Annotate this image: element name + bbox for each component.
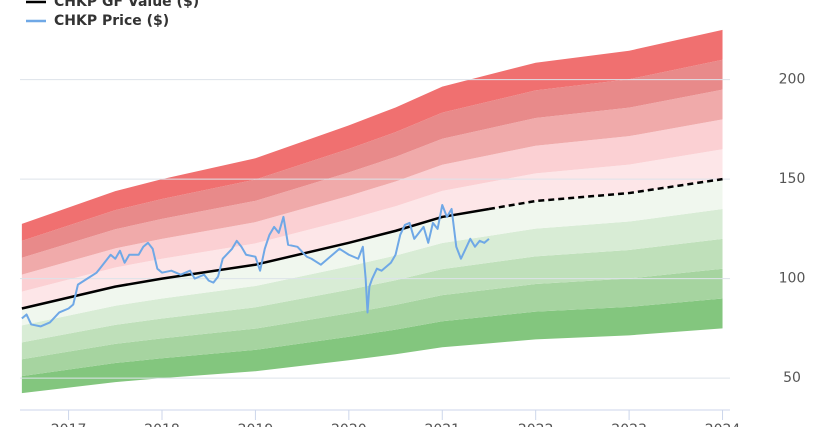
x-tick-label: 2021	[424, 422, 460, 427]
y-tick-label: 150	[779, 171, 806, 187]
gf-value-projection	[488, 177, 723, 211]
y-tick-label: 200	[779, 72, 806, 88]
x-tick-label: 2023	[611, 422, 647, 427]
value-band	[21, 208, 723, 343]
price-line	[21, 204, 490, 328]
y-tick-label: 50	[783, 370, 801, 386]
value-band	[21, 238, 723, 360]
x-tick-label: 2017	[51, 422, 87, 427]
legend-label: CHKP Price ($)	[54, 13, 169, 29]
value-band	[21, 119, 723, 292]
legend-label: CHKP GF Value ($)	[54, 0, 199, 10]
value-band	[21, 268, 723, 377]
value-band	[21, 149, 723, 309]
x-tick-label: 2020	[331, 422, 367, 427]
gf-value-line	[21, 207, 490, 310]
value-band	[21, 59, 723, 258]
x-tick-label: 2022	[518, 422, 554, 427]
value-band	[21, 179, 723, 326]
y-tick-label: 100	[779, 271, 806, 287]
x-tick-label: 2024	[705, 422, 741, 427]
x-tick-label: 2019	[238, 422, 274, 427]
value-band	[21, 29, 723, 241]
x-tick-label: 2018	[144, 422, 180, 427]
value-band	[21, 298, 723, 394]
value-band	[21, 89, 723, 275]
